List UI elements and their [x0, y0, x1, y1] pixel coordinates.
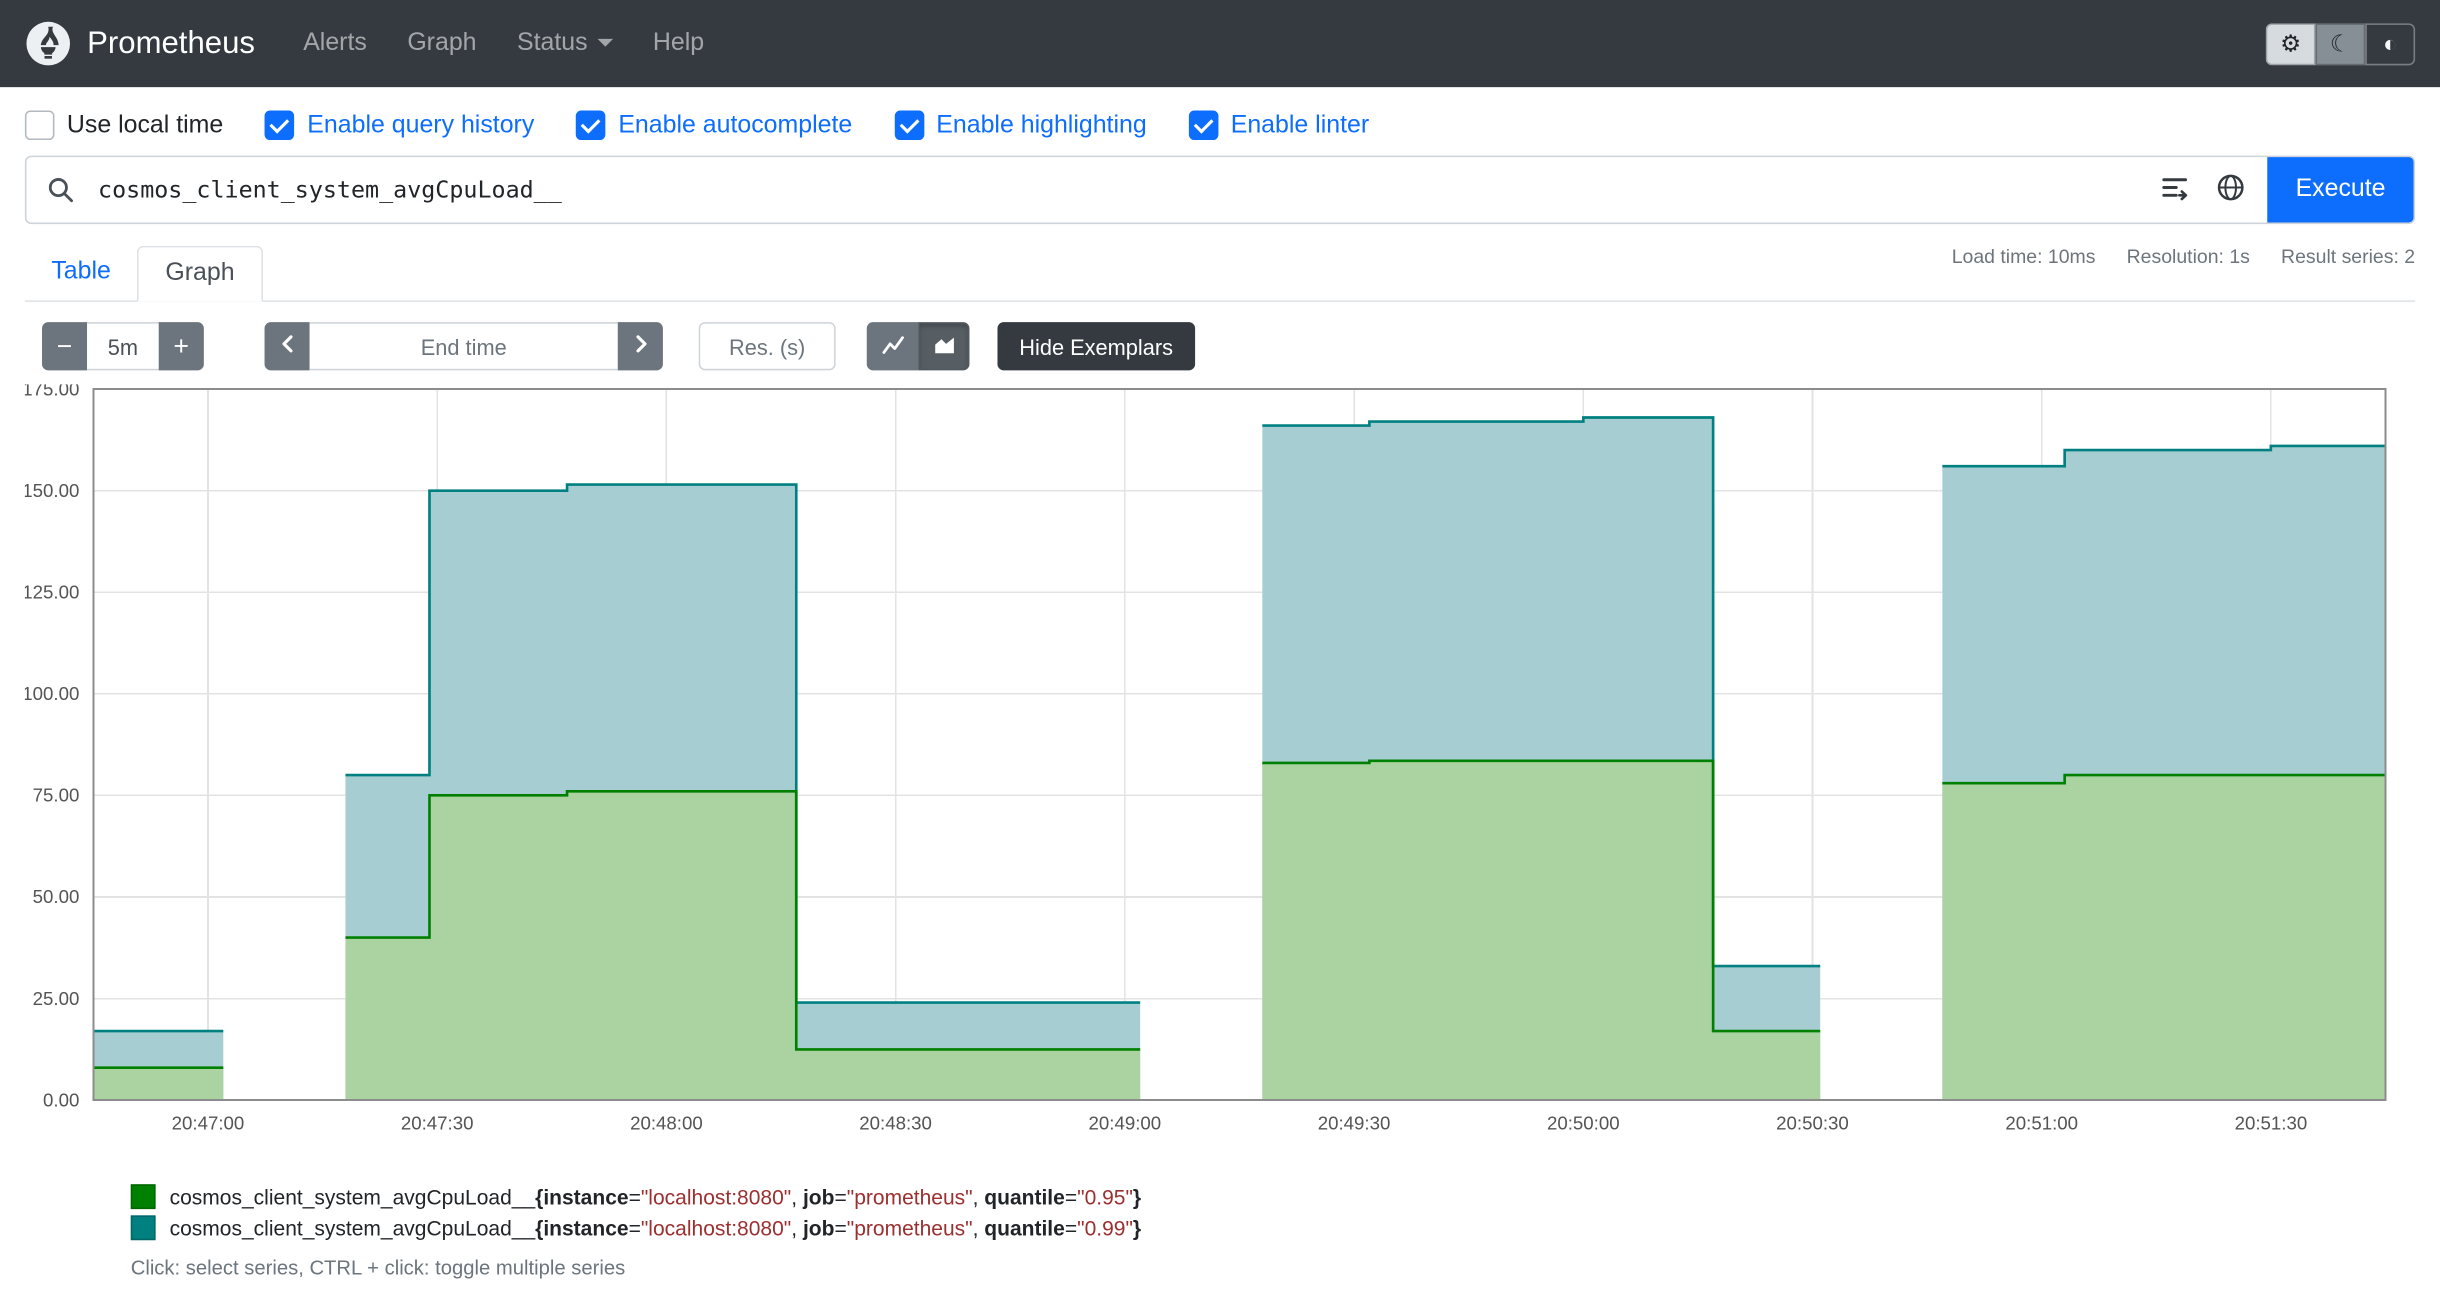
tab-table[interactable]: Table [51, 258, 111, 285]
settings-button[interactable]: ⚙ [2265, 22, 2316, 65]
result-tabs: Table Graph Load time: 10ms Resolution: … [24, 245, 2415, 302]
end-time-input[interactable] [309, 322, 618, 371]
svg-text:175.00: 175.00 [25, 384, 79, 399]
time-back-button[interactable] [264, 322, 310, 371]
brand-link[interactable]: Prometheus [25, 20, 255, 67]
line-chart-icon [880, 331, 905, 361]
svg-text:20:47:00: 20:47:00 [172, 1113, 245, 1134]
svg-text:100.00: 100.00 [25, 683, 79, 704]
option-enable-autocomplete[interactable]: Enable autocomplete [576, 110, 853, 141]
svg-text:20:48:30: 20:48:30 [859, 1113, 932, 1134]
svg-text:20:49:30: 20:49:30 [1318, 1113, 1391, 1134]
query-options: Use local time Enable query history Enab… [24, 110, 2415, 141]
legend-series-name: cosmos_client_system_avgCpuLoad__{instan… [169, 1184, 1142, 1209]
stat-load-time: Load time: 10ms [1951, 245, 2096, 268]
option-enable-query-history[interactable]: Enable query history [265, 110, 535, 141]
gear-icon: ⚙ [2280, 30, 2302, 57]
option-use-local-time[interactable]: Use local time [24, 110, 224, 141]
nav-item-status[interactable]: Status [497, 17, 633, 70]
main-nav: Alerts Graph Status Help [283, 17, 724, 70]
checkbox-enable-highlighting[interactable] [894, 110, 924, 141]
globe-icon [2215, 173, 2245, 207]
end-time-control [264, 322, 663, 371]
legend-swatch [130, 1215, 156, 1241]
graph-panel: 0.00 25.00 50.00 75.00 100.00 125.00 150.00 175… [22, 378, 2415, 1280]
svg-text:20:50:30: 20:50:30 [1776, 1113, 1849, 1134]
graph-legend: cosmos_client_system_avgCpuLoad__{instan… [130, 1184, 2415, 1241]
svg-text:20:47:30: 20:47:30 [401, 1113, 474, 1134]
option-label: Enable autocomplete [618, 111, 853, 138]
range-control: − + [42, 322, 204, 371]
metrics-explorer-icon [2159, 173, 2189, 207]
line-graph-button[interactable] [866, 322, 919, 371]
svg-text:125.00: 125.00 [25, 581, 79, 602]
range-increase-button[interactable]: + [158, 322, 204, 371]
minus-icon: − [56, 331, 73, 362]
chevron-left-icon [276, 333, 298, 359]
time-forward-button[interactable] [617, 322, 663, 371]
legend-item[interactable]: cosmos_client_system_avgCpuLoad__{instan… [130, 1215, 2415, 1241]
graph-canvas[interactable]: 0.00 25.00 50.00 75.00 100.00 125.00 150.00 175… [22, 378, 2415, 1150]
moon-icon: ☾ [2329, 30, 2351, 57]
resolution-input[interactable] [698, 322, 836, 371]
checkbox-enable-query-history[interactable] [265, 110, 295, 141]
option-label: Enable highlighting [936, 111, 1147, 138]
search-icon [26, 157, 91, 222]
query-stats: Load time: 10ms Resolution: 1s Result se… [1952, 246, 2415, 268]
nav-item-help[interactable]: Help [652, 29, 705, 57]
nav-item-alerts[interactable]: Alerts [303, 29, 367, 57]
checkbox-enable-linter[interactable] [1188, 110, 1219, 141]
stacked-chart-icon [931, 331, 956, 361]
checkbox-use-local-time[interactable] [24, 110, 55, 141]
query-bar: Execute [24, 155, 2416, 225]
brand-title: Prometheus [87, 25, 255, 60]
legend-item[interactable]: cosmos_client_system_avgCpuLoad__{instan… [130, 1184, 2415, 1210]
stat-result-series: Result series: 2 [2281, 245, 2416, 268]
graph-controls: − + Hide Exemplars [25, 322, 2415, 371]
hide-exemplars-button[interactable]: Hide Exemplars [997, 322, 1195, 371]
range-decrease-button[interactable]: − [42, 322, 88, 371]
svg-text:150.00: 150.00 [25, 480, 79, 501]
query-input[interactable] [91, 157, 2147, 223]
dark-theme-button[interactable]: ☾ [2315, 22, 2366, 65]
svg-text:20:50:00: 20:50:00 [1547, 1113, 1620, 1134]
nav-item-graph[interactable]: Graph [407, 29, 477, 57]
caret-down-icon [596, 39, 613, 48]
contrast-icon: ◐ [2383, 30, 2398, 57]
stat-resolution: Resolution: 1s [2126, 245, 2250, 268]
svg-text:20:49:00: 20:49:00 [1089, 1113, 1162, 1134]
svg-text:20:51:30: 20:51:30 [2235, 1113, 2308, 1134]
plus-icon: + [173, 331, 190, 362]
metrics-explorer-button[interactable] [2146, 157, 2202, 222]
navbar: Prometheus Alerts Graph Status Help ⚙ ☾ … [0, 0, 2440, 88]
option-label: Enable query history [307, 111, 535, 138]
chevron-right-icon [629, 333, 651, 359]
svg-text:25.00: 25.00 [33, 988, 80, 1009]
auto-theme-button[interactable]: ◐ [2365, 22, 2416, 65]
stacked-graph-button[interactable] [918, 322, 970, 371]
range-input[interactable] [87, 322, 159, 371]
option-enable-highlighting[interactable]: Enable highlighting [894, 110, 1147, 141]
svg-text:75.00: 75.00 [33, 785, 80, 806]
option-label: Use local time [66, 111, 224, 138]
tab-graph[interactable]: Graph [137, 245, 263, 302]
legend-series-name: cosmos_client_system_avgCpuLoad__{instan… [169, 1216, 1142, 1240]
svg-text:20:51:00: 20:51:00 [2005, 1113, 2078, 1134]
nav-item-status-label: Status [516, 29, 588, 57]
legend-hint: Click: select series, CTRL + click: togg… [130, 1255, 626, 1280]
execute-button[interactable]: Execute [2267, 157, 2414, 223]
svg-text:50.00: 50.00 [33, 886, 80, 907]
option-label: Enable linter [1230, 111, 1370, 138]
svg-text:20:48:00: 20:48:00 [630, 1113, 703, 1134]
legend-swatch [130, 1184, 156, 1210]
svg-text:0.00: 0.00 [43, 1089, 79, 1110]
navbar-actions: ⚙ ☾ ◐ [2265, 22, 2416, 65]
graph-type-toggle [866, 322, 970, 371]
prometheus-logo-icon [25, 20, 72, 67]
checkbox-enable-autocomplete[interactable] [576, 110, 606, 141]
format-query-button[interactable] [2202, 157, 2258, 222]
option-enable-linter[interactable]: Enable linter [1188, 110, 1370, 141]
